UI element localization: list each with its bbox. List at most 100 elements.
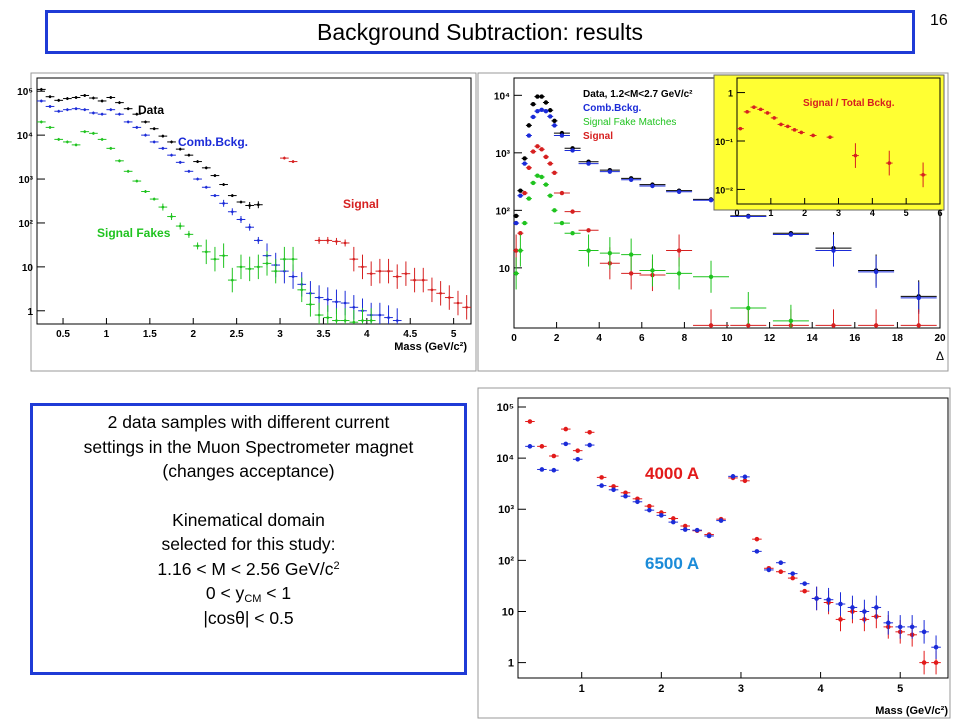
chart3-marks — [525, 419, 941, 675]
data-point — [352, 306, 356, 309]
chart1-label-data: Data — [138, 103, 164, 117]
data-point — [387, 269, 390, 273]
data-point — [465, 306, 468, 309]
data-point — [74, 143, 78, 147]
data-point — [718, 518, 724, 523]
data-point — [526, 123, 532, 128]
data-point — [551, 467, 557, 473]
inset-background — [713, 74, 945, 211]
data-point — [126, 120, 130, 124]
data-point — [586, 228, 591, 233]
data-point — [628, 252, 634, 257]
x-tick-label: 3 — [277, 329, 283, 340]
page-number: 16 — [930, 12, 948, 29]
y-tick-label: 10⁻¹ — [715, 137, 733, 147]
chart2-label-comb: Comb.Bckg. — [583, 103, 642, 114]
data-point — [196, 160, 199, 163]
data-point — [765, 111, 770, 115]
info-box: 2 data samples with different current se… — [30, 403, 467, 675]
data-point — [552, 170, 557, 175]
y-tick-label: 1 — [508, 658, 514, 670]
data-point — [530, 180, 536, 186]
x-tick-label: 14 — [807, 333, 819, 344]
data-point — [708, 198, 714, 203]
data-point — [708, 274, 714, 279]
data-point — [559, 133, 565, 138]
data-point — [548, 114, 553, 119]
data-point — [430, 288, 434, 292]
data-point — [792, 128, 797, 132]
y-tick-label: 10⁴ — [494, 91, 510, 102]
data-point — [539, 94, 544, 99]
y-tick-label: 10 — [502, 606, 514, 618]
data-point — [48, 105, 52, 108]
info-spacer — [33, 484, 464, 508]
data-point — [635, 499, 640, 505]
data-point — [335, 300, 338, 304]
chart3-label-4000: 4000 A — [645, 464, 699, 483]
data-point — [343, 301, 347, 305]
data-point — [530, 149, 536, 154]
chart3-xlabel: Mass (GeV/c²) — [875, 705, 948, 717]
data-point — [361, 265, 364, 269]
rapidity-sub: CM — [244, 593, 262, 605]
data-point — [551, 453, 557, 459]
data-point — [570, 231, 575, 236]
data-point — [754, 549, 760, 554]
x-tick-label: 0.5 — [56, 329, 70, 340]
data-point — [152, 127, 156, 131]
x-tick-label: 16 — [849, 333, 861, 344]
data-point — [921, 629, 927, 635]
x-tick-label: 8 — [682, 333, 688, 344]
data-point — [421, 278, 425, 282]
chart1-marks — [37, 87, 471, 324]
data-point — [788, 318, 794, 324]
data-point — [92, 111, 95, 115]
data-point — [265, 262, 269, 265]
slide-title: Background Subtraction: results — [45, 10, 915, 54]
data-point — [309, 303, 312, 306]
data-point — [231, 194, 234, 197]
data-point — [650, 183, 655, 189]
data-point — [57, 109, 60, 113]
y-tick-label: 10⁻² — [715, 185, 733, 195]
data-point — [831, 248, 836, 253]
data-point — [152, 197, 156, 201]
data-point — [559, 190, 565, 196]
data-point — [921, 173, 925, 177]
data-point — [526, 165, 532, 170]
data-point — [335, 240, 338, 243]
data-point — [204, 166, 208, 170]
data-point — [83, 94, 87, 97]
data-point — [607, 169, 613, 174]
data-point — [343, 319, 347, 322]
x-tick-label: 4 — [870, 208, 875, 218]
y-tick-label: 10³ — [496, 149, 511, 160]
data-point — [92, 132, 95, 135]
x-tick-label: 0 — [511, 333, 517, 344]
data-point — [887, 161, 892, 165]
data-point — [708, 323, 714, 328]
data-point — [788, 232, 794, 237]
data-point — [352, 257, 356, 261]
info-line-7: 0 < yCM < 1 — [33, 581, 464, 606]
data-point — [647, 503, 652, 509]
data-point — [135, 112, 139, 116]
info-line-6: 1.16 < M < 2.56 GeV/c2 — [33, 557, 464, 582]
data-point — [539, 444, 545, 449]
data-point — [40, 99, 43, 103]
data-point — [196, 177, 199, 181]
chart3-plot-area — [517, 397, 949, 679]
data-point — [448, 296, 451, 299]
data-point — [92, 96, 95, 100]
data-point — [802, 581, 807, 586]
data-point — [676, 189, 682, 195]
data-point — [300, 288, 304, 292]
data-point — [48, 126, 52, 129]
data-point — [742, 474, 748, 480]
data-point — [746, 214, 751, 219]
chart3-label-6500: 6500 A — [645, 554, 699, 573]
data-point — [57, 99, 60, 102]
